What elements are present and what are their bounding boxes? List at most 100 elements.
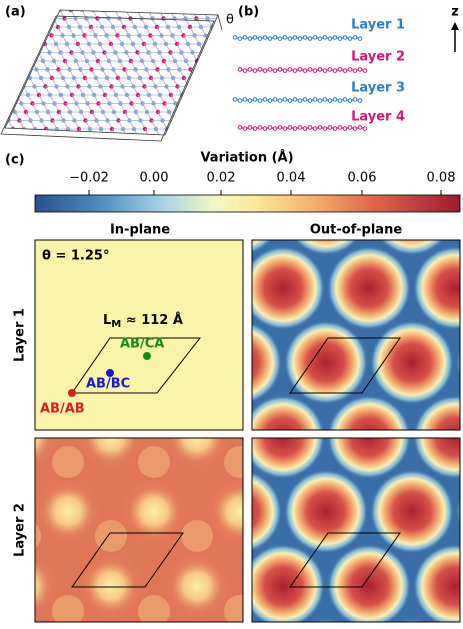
atom [292,97,298,102]
bond [233,129,238,138]
atom [322,126,328,131]
bond [268,112,273,121]
bond [0,0,1,2]
atom [0,16,1,20]
atom [33,24,39,30]
bond [212,69,218,79]
bond [128,138,133,147]
bond [179,111,185,121]
atom [262,68,268,73]
bond [111,128,117,135]
atom [200,10,206,13]
bond [0,78,2,87]
atom [292,35,298,40]
atom [22,24,28,30]
atom [357,36,363,41]
atom [16,75,22,81]
atom [277,125,283,130]
moire-cell [71,337,202,394]
atom [0,59,1,63]
bond [78,128,84,135]
atom [216,58,218,64]
bond [208,103,214,113]
atom [97,0,101,4]
atom [312,68,318,73]
atom [267,36,273,41]
atom [152,0,156,4]
bond [223,27,228,36]
bond [172,0,177,2]
atom [40,16,45,21]
bond [184,120,190,130]
bond [194,138,199,147]
atom [267,67,273,72]
atom [277,67,283,72]
bond [216,35,218,45]
atom [27,33,32,38]
angle-line [217,14,223,31]
bond [175,103,181,113]
atom [119,0,123,4]
atom [277,98,283,103]
atom [352,35,358,40]
colorbar-tick-label: 0.04 [277,171,306,186]
atom [219,42,223,46]
bond [210,128,216,135]
bond [203,94,209,104]
bond [133,128,139,135]
bond [84,0,89,2]
atom [302,126,308,131]
panel-label: (a) [5,5,26,20]
atom [234,50,238,54]
atom [46,10,52,13]
bond [29,138,34,147]
atom [0,42,3,46]
bond [18,77,24,87]
atom [287,36,293,41]
atom [268,135,272,139]
bond [150,0,155,2]
atom [337,125,343,130]
bond [228,36,233,45]
bond [213,10,218,19]
atom [4,135,8,139]
bond [110,10,116,11]
bond [205,77,211,87]
atom [317,98,323,103]
layer-label: Layer 4 [351,110,405,125]
atom [312,126,318,131]
bond [27,52,33,62]
atom [262,35,268,40]
bond [266,129,271,138]
bond [9,60,15,70]
atom [322,97,328,102]
bond [188,86,194,96]
atom [302,35,308,40]
atom [262,126,268,131]
atom [208,84,213,89]
bond [214,52,218,62]
colorbar-tick-label: 0.00 [140,171,169,186]
atom [347,98,353,103]
atom [257,125,263,130]
lattice [0,0,273,147]
stacking-dot [106,369,114,377]
bond [144,128,150,135]
bond [183,138,188,147]
atom [12,67,17,72]
atom [312,97,318,102]
atom [59,135,63,139]
atom [10,126,16,132]
atom [317,125,323,130]
atom [189,10,195,13]
bond [181,94,187,104]
bond [18,0,23,2]
atom [252,97,258,102]
atom [257,93,261,97]
atom [31,0,35,4]
bond [221,44,226,53]
atom [193,118,198,123]
atom [342,97,348,102]
atom [287,125,293,130]
bond [44,10,50,11]
